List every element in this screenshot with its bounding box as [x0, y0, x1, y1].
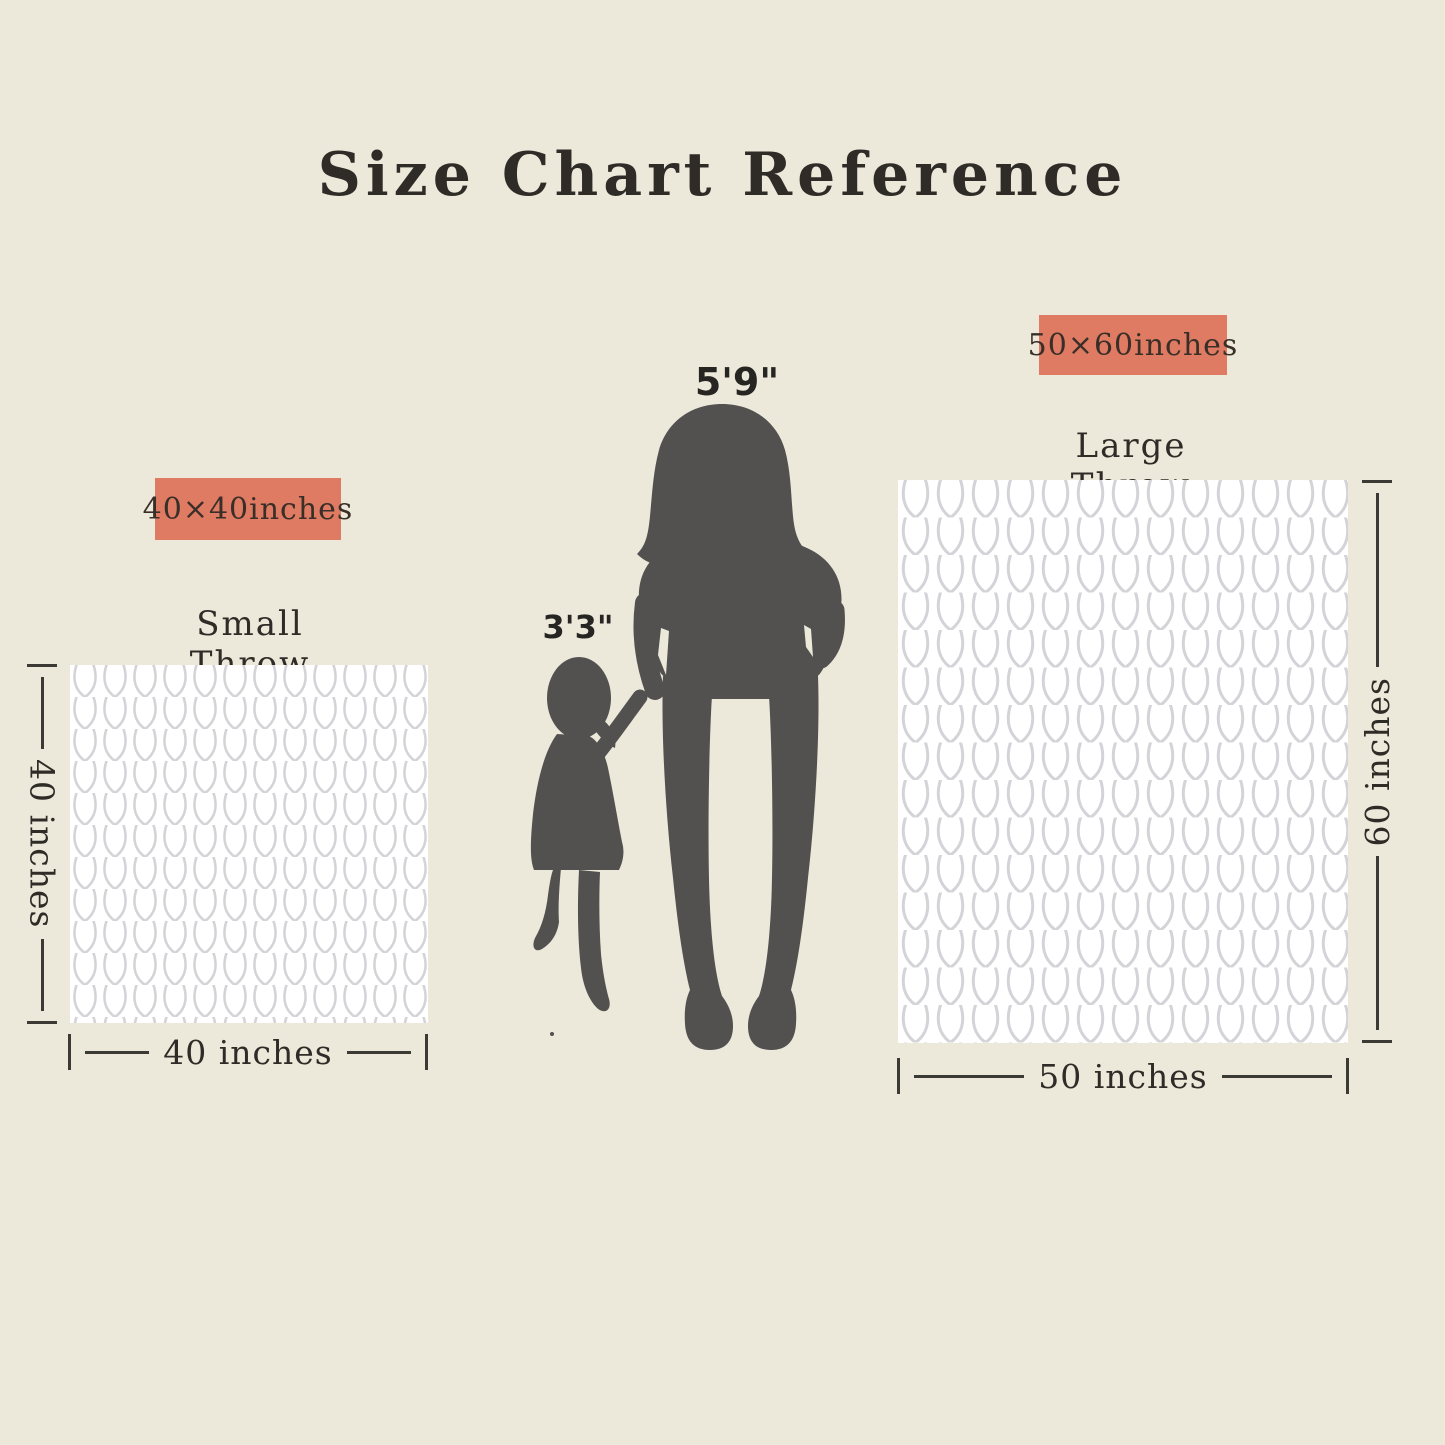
dimension-line — [40, 677, 44, 750]
small-throw-height-value: 40 inches — [22, 759, 62, 929]
woman-body — [638, 533, 842, 679]
large-throw-height-dimension: 60 inches — [1358, 480, 1397, 1043]
large-throw-size-badge: 50×60inches — [1028, 315, 1237, 375]
adult-height-label: 5'9" — [694, 360, 780, 404]
ground-speck — [550, 1032, 554, 1036]
armpit-gap-right — [804, 625, 813, 657]
child-back-leg — [533, 868, 561, 951]
woman-left-arm — [633, 593, 665, 700]
dimension-tick — [1346, 1058, 1349, 1094]
child-front-leg — [577, 870, 610, 1012]
dimension-line — [85, 1050, 150, 1054]
dimension-tick — [1362, 1040, 1392, 1043]
large-throw-size-badge-text: 50×60inches — [1027, 327, 1239, 363]
dimension-line — [1375, 493, 1379, 667]
dimension-tick — [27, 1021, 57, 1024]
dimension-line — [40, 938, 44, 1011]
child-height-label: 3'3" — [542, 608, 614, 646]
large-throw-width-dimension: 50 inches — [897, 1056, 1349, 1096]
armpit-gap-left — [658, 628, 669, 675]
small-throw-size-badge: 40×40inches — [143, 478, 352, 540]
small-throw-label: Small Throw — [189, 604, 311, 684]
small-throw-swatch — [70, 665, 428, 1023]
small-throw-width-value: 40 inches — [163, 1032, 333, 1072]
child-body — [530, 734, 624, 870]
large-throw-swatch — [898, 480, 1348, 1043]
dimension-tick — [425, 1034, 428, 1070]
woman-right-leg — [748, 676, 819, 1050]
small-throw-size-badge-text: 40×40inches — [142, 491, 354, 527]
dimension-tick — [1362, 480, 1392, 483]
child-head — [547, 657, 611, 739]
woman-left-leg — [662, 676, 733, 1050]
large-throw-height-value: 60 inches — [1357, 676, 1397, 847]
page-title: Size Chart Reference — [317, 140, 1128, 210]
silhouette-figures — [530, 404, 845, 1050]
woman-hair — [637, 404, 809, 565]
dimension-line — [1221, 1074, 1332, 1078]
small-throw-width-dimension: 40 inches — [68, 1032, 428, 1072]
dimension-tick — [27, 664, 57, 667]
woman-right-arm — [811, 600, 845, 669]
dimension-line — [1375, 856, 1379, 1030]
dimension-line — [914, 1074, 1025, 1078]
dimension-line — [346, 1050, 411, 1054]
dimension-tick — [68, 1034, 71, 1070]
large-throw-width-value: 50 inches — [1038, 1056, 1208, 1096]
small-throw-height-dimension: 40 inches — [23, 664, 62, 1024]
dimension-tick — [897, 1058, 900, 1094]
